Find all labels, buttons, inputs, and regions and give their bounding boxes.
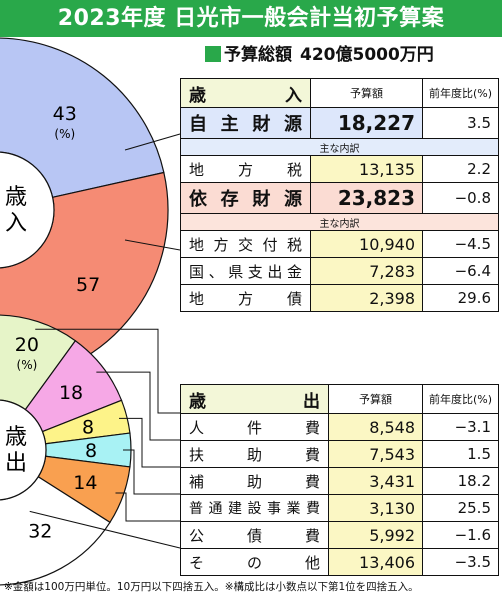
expenditure-row-grants: 補助費 3,431 18.2 xyxy=(180,467,499,495)
revenue-pie-title: 入 xyxy=(5,211,27,236)
revenue-row-label: 国、県支出金 xyxy=(180,257,311,285)
green-square-icon xyxy=(205,46,221,62)
expenditure-leader-line xyxy=(29,510,181,549)
expenditure-row-amount: 5,992 xyxy=(328,521,423,549)
revenue-note-row: 主な内訳 xyxy=(180,213,499,231)
expenditure-header-change: 前年度比(%) xyxy=(422,384,499,414)
expenditure-pie-unit: (%) xyxy=(17,358,38,372)
revenue-row-dependent: 依存財源 23,823 −0.8 xyxy=(180,182,499,214)
expenditure-row-label: 普通建設事業費 xyxy=(180,494,329,522)
revenue-row-amount: 18,227 xyxy=(310,107,423,139)
expenditure-leader-line xyxy=(119,417,180,468)
revenue-note-row: 主な内訳 xyxy=(180,138,499,156)
revenue-pie-title: 歳 xyxy=(5,185,27,210)
revenue-leader-line xyxy=(124,239,181,251)
revenue-row-change: −0.8 xyxy=(422,182,499,214)
expenditure-row-amount: 7,543 xyxy=(328,440,423,468)
expenditure-table: 歳 出 予算額 前年度比(%) 人件費 8,548 −3.1 扶助費 7,543… xyxy=(180,384,499,576)
title-bar xyxy=(0,0,502,37)
revenue-row-change: 2.2 xyxy=(422,155,499,183)
expenditure-row-change: 1.5 xyxy=(422,440,499,468)
expenditure-row-construction: 普通建設事業費 3,130 25.5 xyxy=(180,494,499,522)
expenditure-row-label: 扶助費 xyxy=(180,440,329,468)
revenue-pie-unit: (%) xyxy=(54,127,75,141)
expenditure-row-label: 公債費 xyxy=(180,521,329,549)
expenditure-leader-line xyxy=(115,492,180,522)
expenditure-row-amount: 3,431 xyxy=(328,467,423,495)
expenditure-row-label: その他 xyxy=(180,548,329,576)
expenditure-row-other: その他 13,406 −3.5 xyxy=(180,548,499,576)
revenue-row-amount: 23,823 xyxy=(310,182,423,214)
page-title: 2023年度 日光市一般会計当初予算案 xyxy=(57,6,445,31)
revenue-table: 歳 入 予算額 前年度比(%) 自主財源 18,227 3.5 主な内訳 地方税… xyxy=(180,78,499,312)
expenditure-pie-label: 20 xyxy=(15,334,39,356)
expenditure-row-label: 補助費 xyxy=(180,467,329,495)
expenditure-pie-label: 8 xyxy=(85,440,97,462)
revenue-row-own: 自主財源 18,227 3.5 xyxy=(180,107,499,139)
expenditure-pie-hole xyxy=(0,399,47,501)
expenditure-row-label: 人件費 xyxy=(180,413,329,441)
expenditure-row-change: 18.2 xyxy=(422,467,499,495)
expenditure-row-change: −3.5 xyxy=(422,548,499,576)
revenue-note-label: 主な内訳 xyxy=(180,213,499,231)
revenue-row-label: 自主財源 xyxy=(180,107,311,139)
expenditure-row-debt: 公債費 5,992 −1.6 xyxy=(180,521,499,549)
revenue-row-change: 3.5 xyxy=(422,107,499,139)
expenditure-row-welfare: 扶助費 7,543 1.5 xyxy=(180,440,499,468)
revenue-row-label: 地方交付税 xyxy=(180,230,311,258)
revenue-pie-label: 43 xyxy=(53,103,77,125)
revenue-header-amount: 予算額 xyxy=(310,78,423,108)
revenue-row-label: 依存財源 xyxy=(180,182,311,214)
expenditure-leader-line xyxy=(35,328,180,414)
total-budget-amount: 420億5000万円 xyxy=(300,45,434,65)
revenue-header-row: 歳 入 予算額 前年度比(%) xyxy=(180,78,499,108)
expenditure-pie-title: 出 xyxy=(5,451,27,476)
revenue-row-amount: 13,135 xyxy=(310,155,423,183)
expenditure-row-change: −1.6 xyxy=(422,521,499,549)
expenditure-pie-label: 14 xyxy=(73,472,97,494)
expenditure-pie-label: 8 xyxy=(82,416,94,438)
footnote: ※金額は100万円単位。10万円以下四捨五入。※構成比は小数点以下第1位を四捨五… xyxy=(4,581,419,593)
revenue-row-amount: 10,940 xyxy=(310,230,423,258)
revenue-row-bonds: 地方債 2,398 29.6 xyxy=(180,284,499,312)
revenue-leader-line xyxy=(124,133,181,151)
revenue-row-change: −6.4 xyxy=(422,257,499,285)
expenditure-header-label: 歳 出 xyxy=(180,384,329,414)
expenditure-pie-label: 32 xyxy=(28,521,52,543)
revenue-pie-label: 57 xyxy=(76,274,100,296)
expenditure-row-amount: 13,406 xyxy=(328,548,423,576)
revenue-row-label: 地方債 xyxy=(180,284,311,312)
revenue-header-change: 前年度比(%) xyxy=(422,78,499,108)
revenue-row-local-tax: 地方税 13,135 2.2 xyxy=(180,155,499,183)
expenditure-row-change: −3.1 xyxy=(422,413,499,441)
revenue-note-label: 主な内訳 xyxy=(180,138,499,156)
expenditure-header-row: 歳 出 予算額 前年度比(%) xyxy=(180,384,499,414)
expenditure-header-amount: 予算額 xyxy=(328,384,423,414)
expenditure-row-amount: 8,548 xyxy=(328,413,423,441)
total-budget: 予算総額 420億5000万円 xyxy=(205,42,434,68)
expenditure-leader-line xyxy=(123,449,180,495)
revenue-row-label: 地方税 xyxy=(180,155,311,183)
revenue-row-amount: 7,283 xyxy=(310,257,423,285)
revenue-pie-hole xyxy=(0,151,55,269)
expenditure-leader-line xyxy=(96,371,180,441)
expenditure-row-personnel: 人件費 8,548 −3.1 xyxy=(180,413,499,441)
expenditure-pie-title: 歳 xyxy=(5,425,27,450)
revenue-row-subsidies: 国、県支出金 7,283 −6.4 xyxy=(180,257,499,285)
revenue-row-amount: 2,398 xyxy=(310,284,423,312)
revenue-row-allocation-tax: 地方交付税 10,940 −4.5 xyxy=(180,230,499,258)
total-budget-label: 予算総額 xyxy=(224,45,292,65)
expenditure-row-amount: 3,130 xyxy=(328,494,423,522)
expenditure-row-change: 25.5 xyxy=(422,494,499,522)
expenditure-pie-label: 18 xyxy=(59,382,83,404)
revenue-header-label: 歳 入 xyxy=(180,78,311,108)
revenue-row-change: 29.6 xyxy=(422,284,499,312)
revenue-row-change: −4.5 xyxy=(422,230,499,258)
